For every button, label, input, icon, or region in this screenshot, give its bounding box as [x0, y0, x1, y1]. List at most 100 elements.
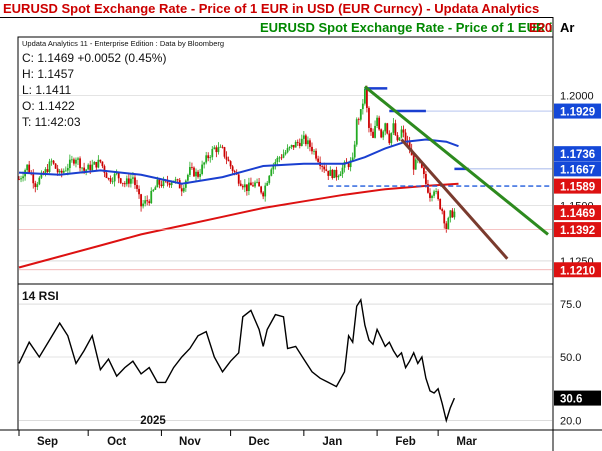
price-level-tag	[554, 262, 601, 278]
candle-body	[268, 175, 271, 183]
candle-body	[62, 170, 65, 173]
candle-body	[296, 141, 299, 143]
candle-body	[213, 147, 216, 149]
candle-body	[111, 181, 114, 183]
candle-body	[215, 147, 218, 153]
candle-body	[160, 184, 163, 187]
readout-low: L: 1.1411	[22, 83, 71, 97]
candle-body	[335, 169, 338, 178]
price-level-tag	[554, 178, 601, 194]
candle-body	[280, 157, 283, 159]
candle-body	[300, 138, 303, 147]
candle-body	[81, 167, 83, 169]
candle-body	[176, 179, 179, 181]
rsi-last-label: 30.6	[560, 394, 582, 406]
x-tick-label: Jan	[322, 436, 342, 448]
x-tick-label: Nov	[179, 436, 201, 448]
candle-body	[136, 184, 138, 189]
candle-body	[427, 183, 429, 193]
candle-body	[453, 211, 456, 218]
candle-body	[223, 147, 226, 157]
candle-body	[286, 148, 289, 153]
candle-body	[396, 135, 399, 141]
price-gridlines	[19, 95, 552, 262]
candle-body	[22, 176, 24, 179]
candle-body	[250, 182, 252, 186]
readout-high: H: 1.1457	[22, 67, 74, 81]
candle-body	[368, 107, 370, 128]
candle-body	[50, 160, 53, 162]
candle-body	[402, 129, 405, 133]
candle-body	[95, 161, 98, 168]
candle-body	[158, 179, 161, 185]
candle-body	[87, 164, 90, 170]
candle-body	[408, 141, 411, 150]
downtrend-line-green	[363, 85, 549, 236]
rsi-line	[18, 297, 456, 424]
candle-body	[276, 157, 279, 162]
candle-body	[97, 159, 100, 168]
candle-body	[252, 185, 254, 187]
candle-body	[341, 167, 344, 175]
candle-body	[219, 146, 222, 148]
candle-body	[366, 88, 368, 108]
candle-body	[272, 164, 275, 170]
candle-body	[439, 199, 442, 210]
moving-average-short	[18, 138, 459, 185]
price-level-label: 1.1667	[560, 164, 595, 176]
candle-body	[431, 195, 433, 198]
candle-body	[264, 185, 267, 197]
right-header-label: Ar	[560, 20, 574, 35]
candle-body	[347, 163, 350, 168]
candle-body	[152, 189, 155, 191]
candle-body	[339, 174, 342, 177]
candle-body	[243, 184, 246, 188]
candle-body	[241, 185, 244, 188]
candle-body	[217, 147, 220, 153]
candle-body	[125, 178, 128, 185]
candle-body	[262, 192, 265, 197]
candle-body	[134, 177, 136, 185]
candle-body	[331, 169, 334, 178]
readout-close: C: 1.1469 +0.0052 (0.45%)	[22, 51, 166, 65]
candle-body	[46, 169, 49, 172]
candle-body	[329, 169, 332, 176]
price-axis: 1.20001.15001.12501.19291.17361.16671.15…	[554, 90, 601, 278]
year-label: 2025	[140, 415, 166, 427]
candle-body	[433, 191, 435, 196]
candle-body	[245, 184, 248, 192]
candle-body	[233, 171, 236, 173]
candle-body	[58, 170, 61, 173]
candle-body	[199, 173, 201, 177]
candle-body	[56, 168, 59, 173]
price-level-tag	[554, 103, 601, 119]
candle-body	[370, 127, 372, 132]
candle-body	[40, 172, 43, 178]
candle-body	[325, 169, 328, 171]
candle-body	[390, 132, 393, 144]
candle-body	[256, 181, 258, 183]
candle-body	[184, 180, 187, 188]
candle-body	[91, 164, 94, 171]
candle-body	[146, 200, 149, 202]
candle-body	[414, 159, 417, 170]
candle-body	[197, 171, 199, 177]
candle-body	[64, 170, 67, 172]
chart-subtitle: EURUSD Spot Exchange Rate - Price of 1 E…	[260, 20, 602, 35]
chart-subtitle-tail: E20	[529, 20, 552, 35]
candle-body	[89, 164, 92, 171]
candle-body	[429, 192, 431, 198]
candle-body	[359, 109, 362, 120]
candle-body	[203, 162, 206, 165]
candle-body	[130, 178, 132, 184]
candle-body	[404, 132, 407, 141]
x-tick-label: Dec	[249, 436, 271, 448]
chart-title: EURUSD Spot Exchange Rate - Price of 1 E…	[3, 1, 539, 16]
price-level-tag	[554, 222, 601, 238]
candle-body	[105, 172, 108, 179]
candle-body	[221, 146, 224, 148]
candle-body	[71, 159, 73, 161]
rsi-series-line	[18, 297, 456, 424]
candle-body	[26, 164, 29, 171]
